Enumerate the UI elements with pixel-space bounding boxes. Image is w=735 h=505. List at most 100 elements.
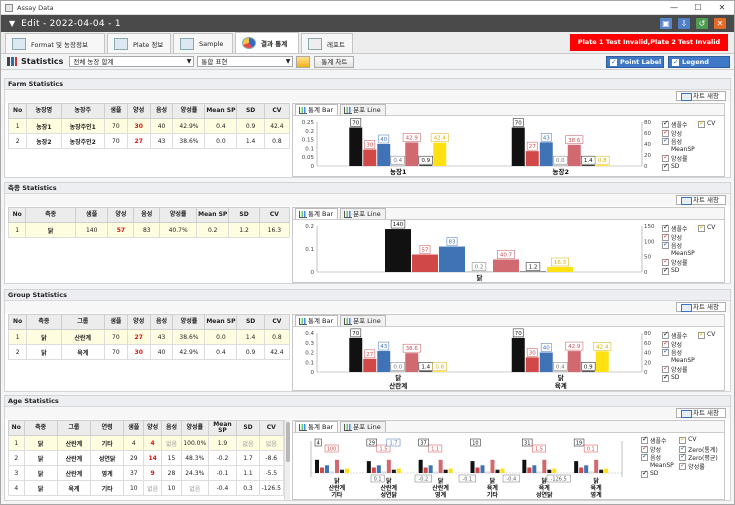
legend-item[interactable]: 음성	[662, 347, 722, 357]
tab-format[interactable]: Format 및 농장정보	[5, 33, 105, 53]
column-header[interactable]: 양성률	[159, 207, 198, 223]
folder-button[interactable]	[296, 55, 311, 68]
legend-item[interactable]: CV	[698, 223, 715, 233]
close-button[interactable]: ✕	[718, 3, 726, 12]
legend-item[interactable]: 음성	[641, 452, 679, 462]
legend-item[interactable]: 양성	[662, 232, 722, 242]
legend-item[interactable]: MeanSP	[662, 250, 722, 259]
tab-dist-line[interactable]: 분포 Line	[340, 208, 386, 219]
chart-new-window-button[interactable]: 차트 새창	[676, 408, 726, 418]
tab-stat-bar[interactable]: 통계 Bar	[295, 421, 339, 432]
column-header[interactable]: 축종	[26, 314, 62, 330]
legend-item[interactable]: CV	[698, 330, 715, 340]
legend-item[interactable]: MeanSP	[662, 146, 722, 155]
maximize-button[interactable]: ☐	[694, 3, 702, 12]
column-header[interactable]: 음성	[149, 314, 174, 330]
column-header[interactable]: 샘플	[103, 103, 128, 119]
refresh-icon[interactable]: ↺	[696, 18, 708, 29]
age-table-scrollbar[interactable]	[284, 420, 290, 500]
mode-select[interactable]: 통합 표현 ▼	[197, 56, 294, 67]
legend-item[interactable]: 음성	[662, 136, 722, 146]
column-header[interactable]: 음성	[133, 207, 161, 223]
column-header[interactable]: 농장주	[60, 103, 105, 119]
tab-report[interactable]: 레포트	[301, 33, 353, 53]
minimize-button[interactable]: —	[670, 3, 678, 12]
chevron-down-icon[interactable]: ▼	[9, 19, 16, 28]
column-header[interactable]: No	[7, 103, 28, 119]
scrollbar-thumb[interactable]	[286, 422, 290, 462]
legend-item[interactable]: 양성	[662, 339, 722, 349]
column-header[interactable]: 양성	[107, 207, 135, 223]
column-header[interactable]: No	[7, 314, 28, 330]
table-row[interactable]: 2 닭 육계 70 30 40 42.9% 0.4 0.9 42.4	[7, 344, 291, 360]
legend-item[interactable]: MeanSP	[662, 357, 722, 366]
point-label-toggle[interactable]: Point Label	[606, 56, 664, 68]
column-header[interactable]: SD	[228, 207, 260, 223]
column-header[interactable]: Mean SP	[204, 314, 238, 330]
column-header[interactable]: CV	[263, 314, 291, 330]
column-header[interactable]: No	[8, 420, 25, 436]
column-header[interactable]: 음성	[161, 420, 182, 436]
column-header[interactable]: Mean SP	[207, 420, 238, 436]
column-header[interactable]: 축종	[25, 207, 76, 223]
column-header[interactable]: SD	[236, 314, 265, 330]
legend-item[interactable]: 음성	[662, 240, 722, 250]
tab-stat-bar[interactable]: 통계 Bar	[295, 315, 339, 326]
column-header[interactable]: 양성률	[180, 420, 209, 436]
column-header[interactable]: No	[7, 207, 27, 223]
column-header[interactable]: Mean SP	[196, 207, 230, 223]
legend-item[interactable]: MeanSP	[641, 462, 679, 471]
tab-dist-line[interactable]: 분포 Line	[340, 104, 386, 115]
legend-item[interactable]: SD	[641, 469, 679, 479]
legend-item[interactable]: SD	[662, 373, 722, 383]
table-row[interactable]: 4 닭 육계 기타 10 없음 10 없음 -0.4 0.3 -126.5	[8, 480, 285, 496]
table-row[interactable]: 1 농장1 농장주인1 70 30 40 42.9% 0.4 0.9 42.4	[7, 118, 291, 134]
chart-new-window-button[interactable]: 차트 새창	[676, 302, 726, 312]
tab-dist-line[interactable]: 분포 Line	[340, 315, 386, 326]
column-header[interactable]: CV	[258, 207, 291, 223]
legend-item[interactable]: 양성률	[679, 461, 725, 471]
legend-toggle[interactable]: Legend	[668, 56, 730, 68]
chart-new-window-button[interactable]: 차트 새창	[676, 91, 726, 101]
column-header[interactable]: 음성	[149, 103, 174, 119]
table-row[interactable]: 3 닭 산란계 영계 37 9 28 24.3% -0.1 1.1 -5.5	[8, 465, 285, 481]
column-header[interactable]: 양성률	[172, 103, 206, 119]
chart-new-window-button[interactable]: 차트 새창	[676, 195, 726, 205]
legend-item[interactable]: 양성률	[662, 364, 722, 374]
tab-plate[interactable]: Plate 정보	[107, 33, 171, 53]
column-header[interactable]: 농장명	[26, 103, 62, 119]
table-row[interactable]: 1 닭 산란계 기타 4 4 없음 100.0% 1.9 없음 없음	[8, 435, 285, 451]
table-row[interactable]: 2 닭 산란계 성연닭 29 14 15 48.3% -0.2 1.7 -8.6	[8, 450, 285, 466]
legend-item[interactable]: 양성	[662, 128, 722, 138]
legend-item[interactable]: SD	[662, 162, 722, 172]
column-header[interactable]: CV	[263, 103, 291, 119]
tab-stat-bar[interactable]: 통계 Bar	[295, 104, 339, 115]
legend-item[interactable]: 양성률	[662, 257, 722, 267]
column-header[interactable]: 그룹	[60, 314, 105, 330]
table-row[interactable]: 2 농장2 농장주인2 70 27 43 38.6% 0.0 1.4 0.8	[7, 133, 291, 149]
column-header[interactable]: 축종	[23, 420, 58, 436]
column-header[interactable]: 양성	[126, 314, 151, 330]
legend-item[interactable]: 양성률	[662, 153, 722, 163]
table-row[interactable]: 1 닭 140 57 83 40.7% 0.2 1.2 16.3	[7, 222, 291, 238]
column-header[interactable]: Mean SP	[204, 103, 238, 119]
save-icon[interactable]: ⇩	[678, 18, 690, 29]
column-header[interactable]: SD	[236, 103, 265, 119]
farm-select[interactable]: 전체 농장 합계 ▼	[69, 56, 195, 67]
column-header[interactable]: 양성	[143, 420, 162, 436]
tab-sample[interactable]: Sample	[173, 33, 233, 53]
statistics-chart-button[interactable]: 통계 차트	[314, 55, 355, 68]
column-header[interactable]: CV	[258, 420, 285, 436]
column-header[interactable]: 그룹	[56, 420, 92, 436]
column-header[interactable]: SD	[236, 420, 260, 436]
legend-item[interactable]: SD	[662, 266, 722, 276]
close-edit-icon[interactable]: ✕	[714, 18, 726, 29]
column-header[interactable]: 샘플	[103, 314, 128, 330]
column-header[interactable]: 양성률	[172, 314, 206, 330]
table-row[interactable]: 1 닭 산란계 70 27 43 38.6% 0.0 1.4 0.8	[7, 329, 291, 345]
window-icon[interactable]: ▣	[660, 18, 672, 29]
legend-item[interactable]: CV	[698, 119, 715, 129]
column-header[interactable]: 양성	[126, 103, 151, 119]
column-header[interactable]: 연령	[90, 420, 125, 436]
tab-results[interactable]: 결과 통계	[235, 32, 299, 53]
